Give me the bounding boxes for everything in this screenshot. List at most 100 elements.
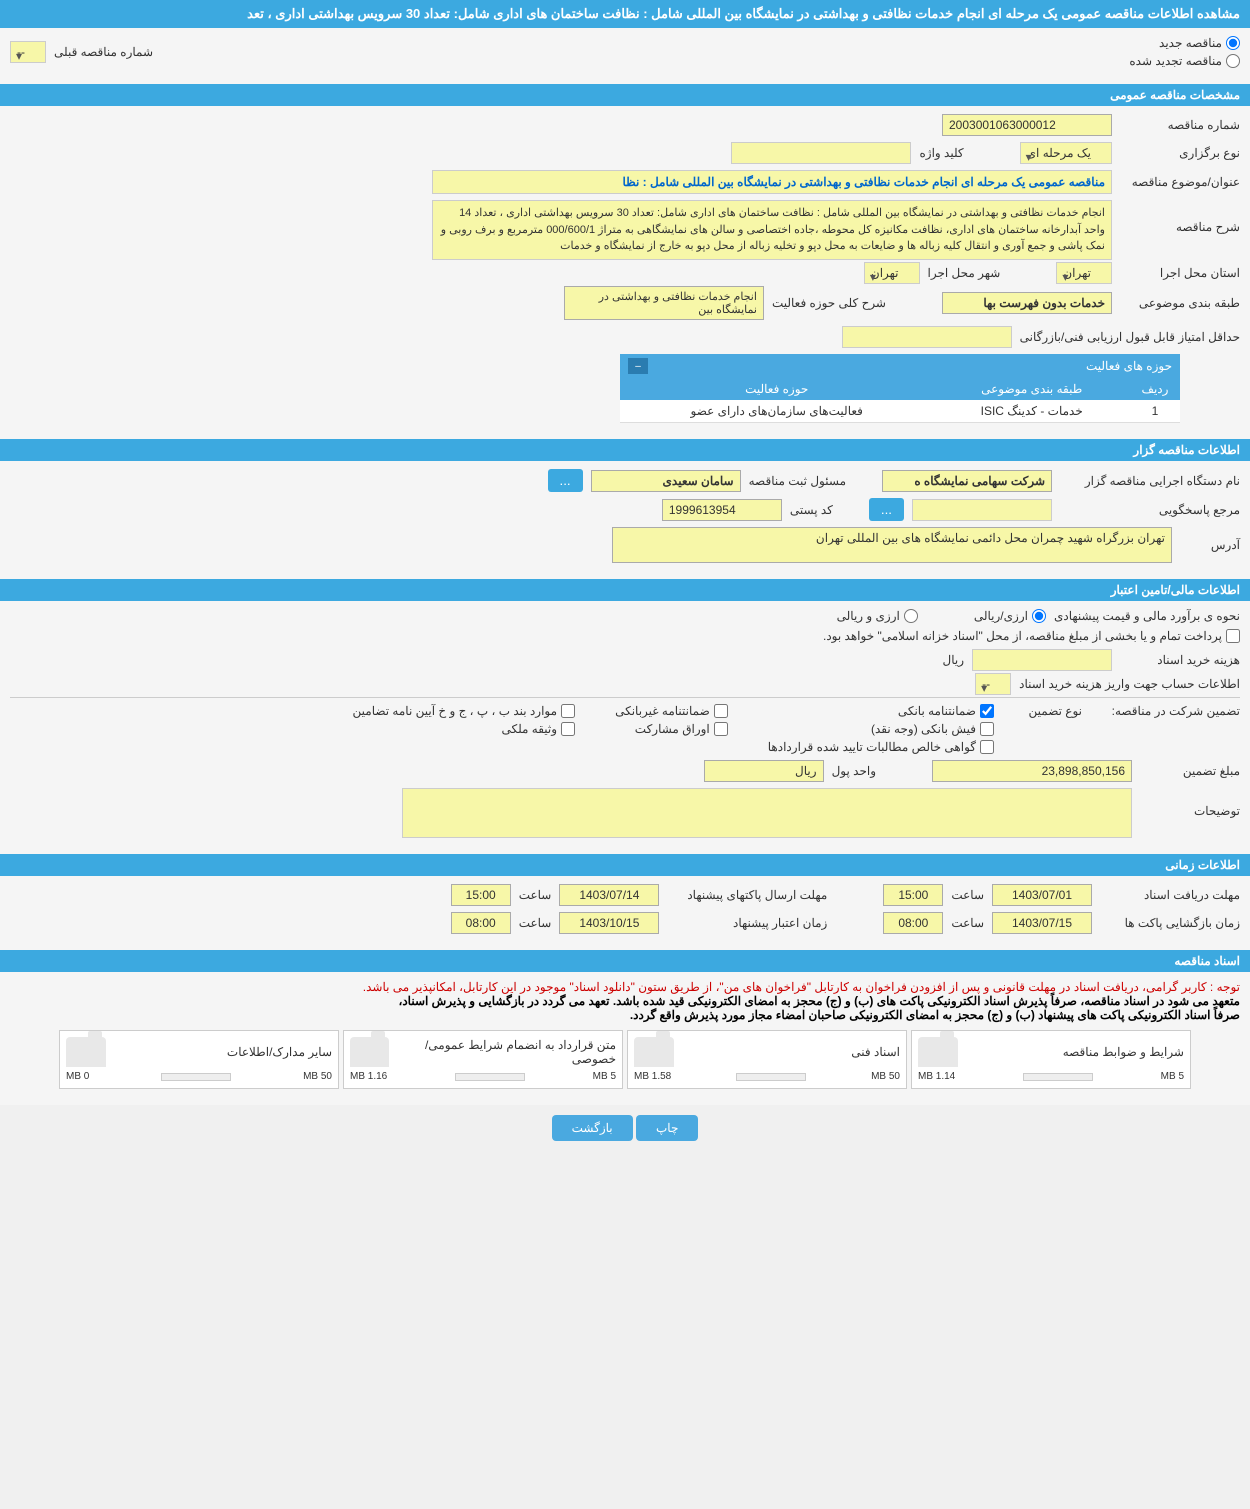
subject-class-label: طبقه بندی موضوعی [1120,296,1240,310]
doc-limit: 50 MB [303,1071,332,1082]
section-holder: اطلاعات مناقصه گزار [0,439,1250,461]
postal-label: کد پستی [790,503,833,517]
chk-netclaims-input[interactable] [980,740,994,754]
section-general: مشخصات مناقصه عمومی [0,84,1250,106]
account-select[interactable]: -- [975,673,1011,695]
radio-rial-label: ارزی/ریالی [974,609,1028,623]
radio-renewed-label: مناقصه تجدید شده [1129,54,1222,68]
chk-regs-input[interactable] [561,704,575,718]
guarantee-header: تضمین شرکت در مناقصه: [1090,704,1240,718]
doc-title: شرایط و ضوابط مناقصه [1063,1045,1184,1059]
chk-fish-input[interactable] [980,722,994,736]
chk-netclaims-label: گواهی خالص مطالبات تایید شده قراردادها [768,740,976,754]
receive-time: 15:00 [883,884,943,906]
chk-regs-label: موارد بند ب ، پ ، ج و خ آیین نامه تضامین [353,704,558,718]
doc-used: 1.58 MB [634,1071,671,1082]
number-label: شماره مناقصه [1120,118,1240,132]
treasury-check[interactable]: پرداخت تمام و یا بخشی از مبلغ مناقصه، از… [823,629,1240,643]
chk-fish-label: فیش بانکی (وجه نقد) [871,722,976,736]
section-docs: اسناد مناقصه [0,950,1250,972]
doc-card[interactable]: اسناد فنی50 MB1.58 MB [627,1030,907,1089]
treasury-check-input[interactable] [1226,629,1240,643]
chk-shares[interactable]: اوراق مشارکت [615,722,728,736]
doc-card[interactable]: شرایط و ضوابط مناقصه5 MB1.14 MB [911,1030,1191,1089]
chk-nonbank-input[interactable] [714,704,728,718]
radio-currency-input[interactable] [904,609,918,623]
table-row: 1خدمات - كدينگ ISICفعالیت‌های سازمان‌های… [620,400,1180,423]
exec-value: شرکت سهامی نمایشگاه ه [882,470,1052,492]
back-button[interactable]: بازگشت [552,1115,633,1141]
radio-rial-input[interactable] [1032,609,1046,623]
radio-rial[interactable]: ارزی/ریالی [974,609,1046,623]
chk-property-input[interactable] [561,722,575,736]
chk-bank[interactable]: ضمانتنامه بانکی [768,704,994,718]
send-date: 1403/07/14 [559,884,659,906]
chk-bank-label: ضمانتنامه بانکی [898,704,976,718]
activity-table-title: حوزه های فعالیت [1086,359,1172,373]
chk-bank-input[interactable] [980,704,994,718]
subject-value: مناقصه عمومی یک مرحله ای انجام خدمات نظا… [432,170,1112,194]
notes-label: توضیحات [1140,788,1240,818]
folder-icon [66,1037,106,1067]
method-label: نحوه ی برآورد مالی و قیمت پیشنهادی [1054,609,1240,623]
doc-cost-input[interactable] [972,649,1112,671]
amount-label: مبلغ تضمین [1140,764,1240,778]
notice-black-2: صرفاً اسناد الکترونیکی پاکت های پیشنهاد … [10,1008,1240,1022]
keyword-label: کلید واژه [919,146,963,160]
doc-progress [455,1073,525,1081]
keyword-input[interactable] [731,142,911,164]
radio-currency[interactable]: ارزی و ریالی [837,609,918,623]
validity-label: زمان اعتبار پیشنهاد [667,916,827,930]
chk-netclaims[interactable]: گواهی خالص مطالبات تایید شده قراردادها [768,740,994,754]
ref-label: مرجع پاسخگویی [1060,503,1240,517]
radio-renewed-input[interactable] [1226,54,1240,68]
hour-label-1: ساعت [951,888,984,902]
guarantee-type-label: نوع تضمین [1002,704,1082,718]
folder-icon [350,1037,389,1067]
chk-regs[interactable]: موارد بند ب ، پ ، ج و خ آیین نامه تضامین [353,704,576,718]
chk-fish[interactable]: فیش بانکی (وجه نقد) [768,722,994,736]
desc-textarea[interactable]: انجام خدمات نظافتی و بهداشتی در نمایشگاه… [432,200,1112,260]
col-field: حوزه فعالیت [620,378,933,400]
hour-label-2: ساعت [519,888,552,902]
send-time: 15:00 [451,884,511,906]
unit-value: ریال [704,760,824,782]
chk-shares-input[interactable] [714,722,728,736]
more-button[interactable]: ... [548,469,583,492]
radio-new-input[interactable] [1226,36,1240,50]
receive-label: مهلت دریافت اسناد [1100,888,1240,902]
section-financial: اطلاعات مالی/تامین اعتبار [0,579,1250,601]
subject-class-value: خدمات بدون فهرست بها [942,292,1112,314]
type-select[interactable]: یک مرحله ای [1020,142,1112,164]
ref-input[interactable] [912,499,1052,521]
prev-number-select[interactable]: -- [10,41,46,63]
folder-icon [918,1037,958,1067]
unit-label: واحد پول [832,764,876,778]
city-select[interactable]: تهران [864,262,920,284]
chk-property[interactable]: وثیقه ملکی [353,722,576,736]
radio-renewed-tender[interactable]: مناقصه تجدید شده [1040,54,1240,68]
validity-date: 1403/10/15 [559,912,659,934]
radio-new-label: مناقصه جدید [1159,36,1222,50]
radio-currency-label: ارزی و ریالی [837,609,900,623]
min-score-input[interactable] [842,326,1012,348]
min-score-label: حداقل امتیاز قابل قبول ارزیابی فنی/بازرگ… [1020,330,1240,344]
overall-activity-label: شرح کلی حوزه فعالیت [772,296,886,310]
chk-nonbank[interactable]: ضمانتنامه غیربانکی [615,704,728,718]
province-select[interactable]: تهران [1056,262,1112,284]
col-class: طبقه بندی موضوعی [933,378,1130,400]
registrar-label: مسئول ثبت مناقصه [749,474,846,488]
ref-more-button[interactable]: ... [869,498,904,521]
notes-textarea[interactable] [402,788,1132,838]
chk-nonbank-label: ضمانتنامه غیربانکی [615,704,710,718]
doc-used: 0 MB [66,1071,89,1082]
doc-card[interactable]: سایر مدارک/اطلاعات50 MB0 MB [59,1030,339,1089]
open-date: 1403/07/15 [992,912,1092,934]
desc-label: شرح مناقصه [1120,200,1240,234]
print-button[interactable]: چاپ [636,1115,698,1141]
chk-shares-label: اوراق مشارکت [635,722,710,736]
address-value: تهران بزرگراه شهید چمران محل دائمی نمایش… [612,527,1172,563]
minimize-icon[interactable]: – [628,358,648,374]
radio-new-tender[interactable]: مناقصه جدید [1040,36,1240,50]
doc-card[interactable]: متن قرارداد به انضمام شرایط عمومی/خصوصی5… [343,1030,623,1089]
